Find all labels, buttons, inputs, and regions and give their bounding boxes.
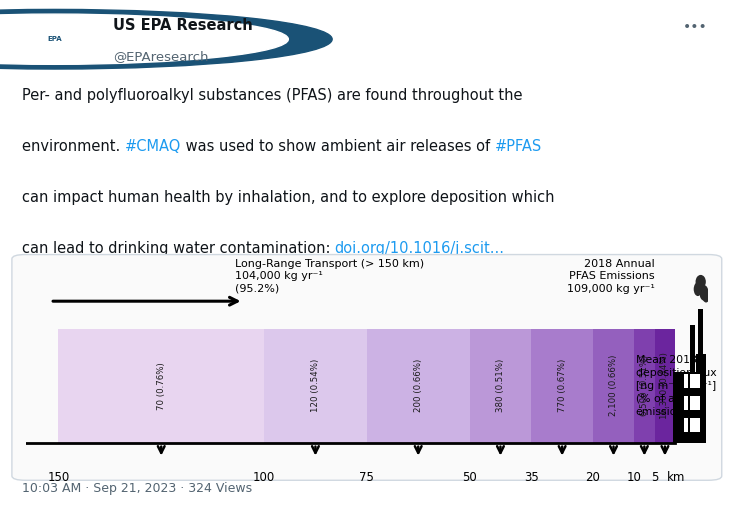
Bar <box>696 355 706 443</box>
Bar <box>690 374 694 388</box>
Bar <box>690 325 694 372</box>
Text: US EPA Research: US EPA Research <box>113 18 253 32</box>
Text: 10:03 AM · Sep 21, 2023 · 324 Views: 10:03 AM · Sep 21, 2023 · 324 Views <box>22 482 252 495</box>
Bar <box>531 329 593 443</box>
Text: EPA: EPA <box>47 36 62 42</box>
Text: can impact human health by inhalation, and to explore deposition which: can impact human health by inhalation, a… <box>22 190 554 205</box>
Bar <box>684 418 688 432</box>
Bar <box>593 329 634 443</box>
Bar <box>690 396 694 410</box>
Text: was used to show ambient air releases of: was used to show ambient air releases of <box>181 139 495 154</box>
Bar <box>698 310 703 372</box>
Bar <box>684 374 688 388</box>
Bar <box>684 396 688 410</box>
Bar <box>366 329 469 443</box>
Circle shape <box>0 14 288 64</box>
Ellipse shape <box>696 275 706 289</box>
Bar <box>696 374 700 388</box>
Text: #CMAQ25th: #CMAQ25th <box>22 293 112 308</box>
Bar <box>673 372 706 443</box>
Text: 150: 150 <box>47 471 69 484</box>
Bar <box>696 418 700 432</box>
Text: Per- and polyfluoroalkyl substances (PFAS) are found throughout the: Per- and polyfluoroalkyl substances (PFA… <box>22 87 522 103</box>
Text: Long-Range Transport (> 150 km)
104,000 kg yr⁻¹
(95.2%): Long-Range Transport (> 150 km) 104,000 … <box>235 259 424 294</box>
Text: environment.: environment. <box>22 139 125 154</box>
Text: 10: 10 <box>626 471 642 484</box>
FancyBboxPatch shape <box>12 255 722 480</box>
Text: 2018 Annual
PFAS Emissions
109,000 kg yr⁻¹: 2018 Annual PFAS Emissions 109,000 kg yr… <box>566 259 655 294</box>
Text: 770 (0.67%): 770 (0.67%) <box>558 359 566 413</box>
Text: 2,100 (0.66%): 2,100 (0.66%) <box>609 355 618 416</box>
Text: 20: 20 <box>585 471 600 484</box>
Bar <box>264 329 367 443</box>
Text: km: km <box>667 471 685 484</box>
Text: 100: 100 <box>253 471 275 484</box>
Ellipse shape <box>699 285 709 301</box>
Text: Mean 2018
deposition flux
[ng m⁻² day⁻¹]
(% of annual
emissions): Mean 2018 deposition flux [ng m⁻² day⁻¹]… <box>636 355 716 416</box>
Text: 5: 5 <box>651 471 658 484</box>
Bar <box>690 418 694 432</box>
Bar <box>696 396 700 410</box>
Text: #CMAQ: #CMAQ <box>125 139 181 154</box>
Ellipse shape <box>694 282 702 296</box>
Text: 120 (0.54%): 120 (0.54%) <box>311 359 320 413</box>
Text: 200 (0.66%): 200 (0.66%) <box>414 359 423 413</box>
Text: doi.org/10.1016/j.scit...: doi.org/10.1016/j.scit... <box>335 242 504 256</box>
Text: 50: 50 <box>462 471 477 484</box>
Text: 75: 75 <box>359 471 374 484</box>
Bar <box>469 329 531 443</box>
Text: •••: ••• <box>683 20 708 35</box>
Text: 70 (0.76%): 70 (0.76%) <box>157 362 166 410</box>
Text: can lead to drinking water contamination:: can lead to drinking water contamination… <box>22 242 335 256</box>
Text: 6,500 (0.51%): 6,500 (0.51%) <box>640 355 649 416</box>
Text: 380 (0.51%): 380 (0.51%) <box>496 359 505 413</box>
Circle shape <box>0 9 332 69</box>
Bar <box>634 329 655 443</box>
Text: 16,300 (0.44%): 16,300 (0.44%) <box>661 353 669 419</box>
Ellipse shape <box>702 291 710 302</box>
Bar <box>655 329 675 443</box>
Text: 35: 35 <box>524 471 539 484</box>
Bar <box>58 329 264 443</box>
Text: #PFAS: #PFAS <box>495 139 542 154</box>
Text: @EPAresearch: @EPAresearch <box>113 50 209 63</box>
